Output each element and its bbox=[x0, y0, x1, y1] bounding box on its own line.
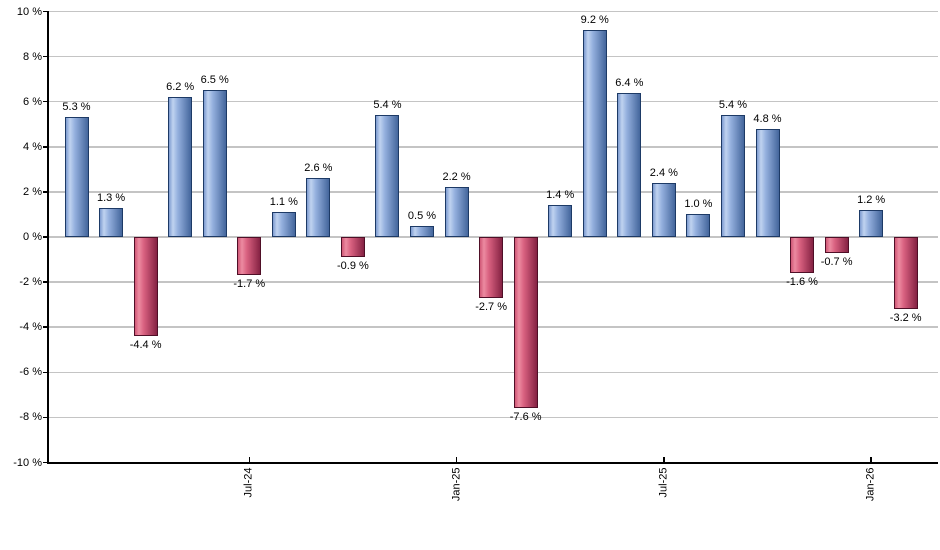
y-axis-tick-label: 10 % bbox=[16, 5, 42, 18]
return-bar-negative bbox=[893, 237, 918, 310]
bar-value-label: 5.4 % bbox=[373, 99, 402, 112]
return-bar-positive bbox=[375, 115, 400, 237]
y-axis-tick-label: -2 % bbox=[19, 276, 42, 289]
bar-value-label: 6.4 % bbox=[615, 76, 644, 89]
bar-value-label: 5.4 % bbox=[718, 99, 748, 112]
return-bar-positive bbox=[64, 117, 89, 237]
gridline bbox=[49, 10, 938, 13]
gridline bbox=[49, 55, 938, 58]
y-axis-tick bbox=[43, 326, 47, 328]
bar-value-label: 2.2 % bbox=[442, 171, 471, 184]
return-bar-positive bbox=[651, 182, 676, 237]
bar-value-label: 2.4 % bbox=[649, 166, 678, 179]
bar-value-label: 5.3 % bbox=[62, 101, 91, 114]
y-axis-tick-label: -6 % bbox=[19, 366, 42, 379]
bar-value-label: -1.7 % bbox=[233, 278, 266, 291]
gridline bbox=[49, 326, 938, 328]
x-axis-tick bbox=[455, 457, 458, 462]
x-axis-tick bbox=[663, 457, 665, 462]
x-axis-tick-label: Jul-24 bbox=[242, 467, 255, 498]
y-axis-tick bbox=[43, 100, 47, 103]
return-bar-positive bbox=[617, 92, 642, 237]
bar-value-label: 4.8 % bbox=[753, 112, 782, 125]
y-axis-tick bbox=[43, 236, 47, 238]
x-axis-line bbox=[47, 462, 938, 464]
x-axis-tick-label: Jul-25 bbox=[657, 467, 670, 498]
y-axis-tick-label: -10 % bbox=[13, 456, 42, 469]
bar-value-label: 1.1 % bbox=[269, 196, 298, 209]
x-axis-tick-label: Jan-26 bbox=[864, 467, 877, 502]
y-axis-line bbox=[47, 11, 49, 464]
x-axis-tick-label: Jan-25 bbox=[450, 467, 463, 502]
bar-value-label: -0.9 % bbox=[336, 260, 369, 273]
y-axis-tick bbox=[43, 371, 47, 374]
return-bar-negative bbox=[479, 237, 504, 298]
gridline bbox=[49, 100, 938, 103]
y-axis-tick bbox=[43, 55, 47, 58]
y-axis-tick-label: 8 % bbox=[23, 50, 42, 63]
gridline bbox=[49, 191, 938, 193]
return-bar-positive bbox=[859, 209, 884, 237]
y-axis-tick-label: -8 % bbox=[19, 411, 42, 424]
return-bar-positive bbox=[202, 90, 227, 237]
x-axis-tick bbox=[870, 457, 872, 462]
return-bar-positive bbox=[686, 214, 711, 237]
y-axis-tick bbox=[43, 461, 47, 464]
bar-value-label: 1.4 % bbox=[546, 189, 575, 202]
return-bar-positive bbox=[271, 212, 296, 237]
return-bar-positive bbox=[410, 225, 434, 237]
bar-value-label: -7.6 % bbox=[509, 411, 542, 424]
return-bar-positive bbox=[99, 207, 124, 237]
bar-value-label: 6.5 % bbox=[200, 74, 229, 87]
gridline bbox=[49, 416, 938, 419]
return-bar-positive bbox=[548, 205, 573, 237]
return-bar-positive bbox=[168, 97, 193, 237]
y-axis-tick-label: 6 % bbox=[23, 95, 42, 108]
bar-value-label: 9.2 % bbox=[580, 13, 609, 26]
bar-value-label: -4.4 % bbox=[129, 339, 162, 352]
return-bar-positive bbox=[306, 178, 331, 237]
return-bar-negative bbox=[824, 237, 849, 253]
bar-value-label: 1.0 % bbox=[684, 198, 713, 211]
bar-value-label: -3.2 % bbox=[889, 312, 922, 325]
y-axis-tick bbox=[43, 10, 47, 13]
bar-value-label: 1.2 % bbox=[857, 193, 886, 206]
gridline bbox=[49, 146, 938, 148]
y-axis-tick-label: 4 % bbox=[23, 140, 42, 153]
return-bar-negative bbox=[790, 237, 815, 274]
return-bar-positive bbox=[582, 29, 607, 237]
y-axis-tick-label: -4 % bbox=[19, 321, 42, 334]
bar-value-label: 0.5 % bbox=[407, 209, 437, 222]
bar-value-label: 2.6 % bbox=[304, 162, 333, 175]
bar-value-label: -2.7 % bbox=[475, 300, 507, 313]
y-axis-tick bbox=[43, 281, 47, 283]
return-bar-negative bbox=[513, 237, 538, 409]
y-axis-tick bbox=[43, 146, 47, 148]
x-axis-tick bbox=[248, 457, 250, 462]
return-bar-negative bbox=[340, 237, 365, 258]
gridline bbox=[49, 371, 938, 374]
bar-value-label: 6.2 % bbox=[166, 81, 195, 94]
return-bar-negative bbox=[237, 237, 262, 276]
return-bar-positive bbox=[720, 115, 745, 237]
bar-value-label: -0.7 % bbox=[820, 255, 853, 268]
return-bar-positive bbox=[444, 187, 469, 237]
y-axis-tick bbox=[43, 191, 47, 193]
bar-value-label: -1.6 % bbox=[786, 276, 818, 289]
bar-value-label: 1.3 % bbox=[96, 191, 126, 204]
y-axis-tick-label: 2 % bbox=[23, 185, 42, 198]
return-bar-positive bbox=[755, 128, 780, 237]
return-bar-negative bbox=[133, 237, 158, 337]
y-axis-tick bbox=[43, 416, 47, 419]
y-axis-tick-label: 0 % bbox=[23, 231, 42, 243]
